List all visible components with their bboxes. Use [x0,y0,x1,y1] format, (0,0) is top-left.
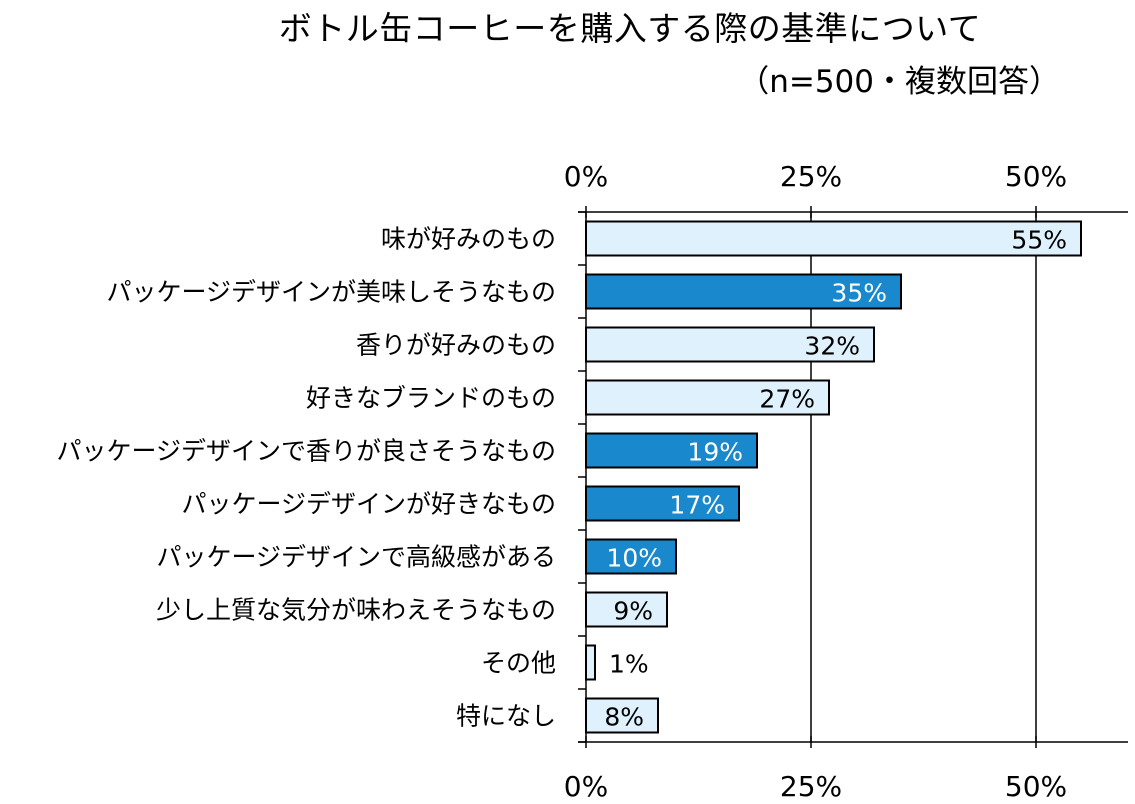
category-label: 少し上質な気分が味わえそうなもの [156,596,556,625]
data-label: 1% [609,650,649,679]
category-label: その他 [481,649,556,678]
x-tick-label-top: 50% [1005,160,1067,193]
chart-subtitle: （n=500・複数回答） [738,64,1060,100]
data-label: 10% [606,544,662,573]
category-label: パッケージデザインで高級感がある [156,543,556,572]
data-label: 9% [613,597,653,626]
bar [585,273,902,310]
data-label: 27% [759,385,815,414]
data-label: 17% [669,491,725,520]
x-tick-label-bottom: 0% [564,770,608,803]
data-label: 32% [804,332,860,361]
bar [585,379,830,416]
x-tick-label-top: 25% [780,160,842,193]
bar [585,220,1082,257]
category-label: 好きなブランドのもの [306,384,556,413]
category-label: 味が好みのもの [381,225,556,254]
bar [585,591,668,628]
data-label: 35% [831,279,887,308]
category-label: パッケージデザインが好きなもの [181,490,556,519]
bar [585,644,596,681]
bar [585,326,875,363]
bar [585,432,758,469]
chart-title: ボトル缶コーヒーを購入する際の基準について [278,9,982,48]
bar [585,538,677,575]
category-label: パッケージデザインが美味しそうなもの [106,278,556,307]
data-label: 19% [687,438,743,467]
category-label: パッケージデザインで香りが良さそうなもの [56,437,556,466]
x-tick-label-bottom: 50% [1005,770,1067,803]
data-label: 55% [1011,226,1067,255]
bar [585,485,740,522]
bar [585,697,659,734]
category-label: 香りが好みのもの [356,331,556,360]
category-label: 特になし [456,702,556,731]
x-tick-label-top: 0% [564,160,608,193]
x-tick-label-bottom: 25% [780,770,842,803]
data-label: 8% [604,703,644,732]
